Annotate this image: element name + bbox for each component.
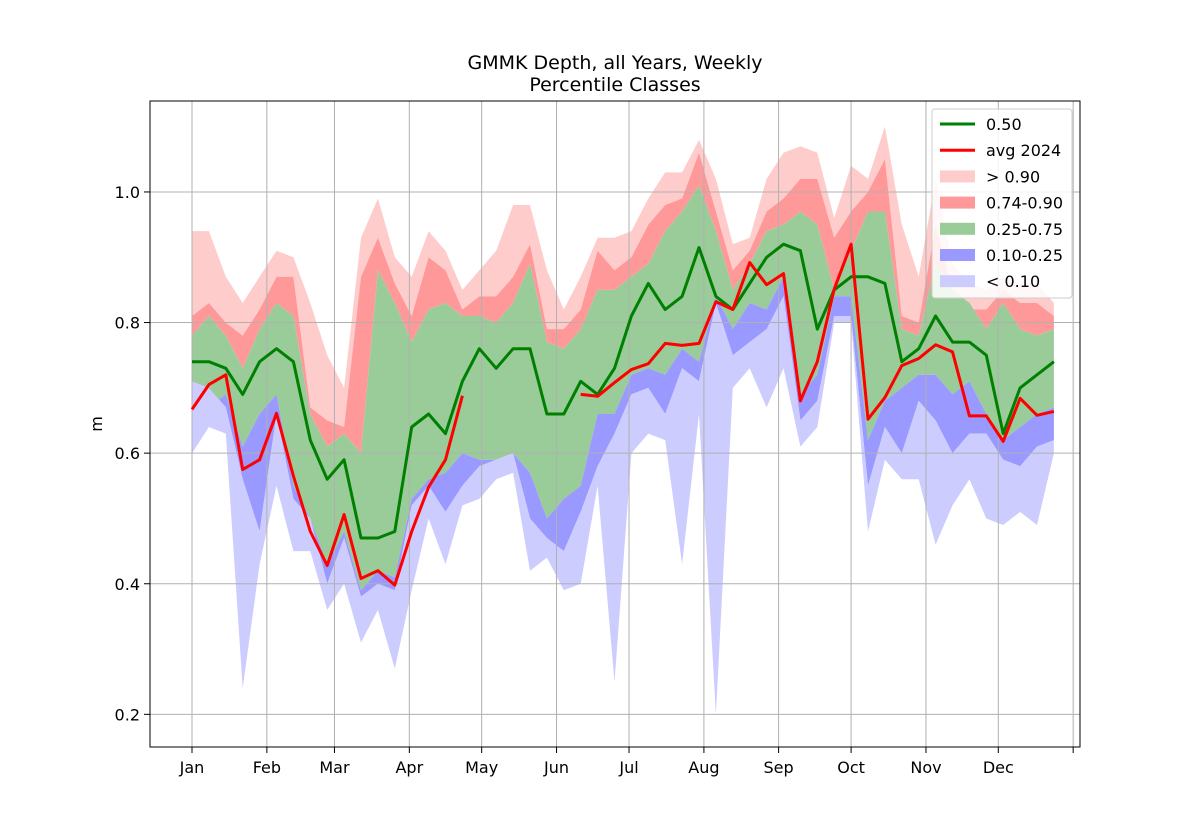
y-axis-label: m <box>87 416 106 432</box>
gridlines <box>150 101 1080 747</box>
y-tick-label: 1.0 <box>115 183 140 202</box>
x-axis: Jan Feb Mar Apr May Jun Jul Aug Sep Oct Nov Dec <box>179 747 1074 777</box>
y-tick-label: 0.6 <box>115 444 140 463</box>
chart-title-line1: GMMK Depth, all Years, Weekly <box>468 52 763 74</box>
x-tick-label: Sep <box>764 758 794 777</box>
band-74-90 <box>192 152 1054 454</box>
x-tick-label: Jul <box>618 758 638 777</box>
x-tick-label: Mar <box>319 758 350 777</box>
legend-74-90-swatch <box>940 196 975 209</box>
legend-avg-2024-label: avg 2024 <box>986 141 1061 160</box>
legend: 0.50 avg 2024 > 0.90 0.74-0.90 0.25-0.75 0.10… <box>931 108 1073 299</box>
median-line <box>192 242 1055 540</box>
x-tick-label: Jun <box>543 758 569 777</box>
legend-above-90-swatch <box>940 170 975 183</box>
chart-title-line2: Percentile Classes <box>529 74 700 96</box>
x-tick-label: Jan <box>179 758 205 777</box>
y-tick-label: 0.4 <box>115 575 140 594</box>
legend-25-75-label: 0.25-0.75 <box>986 220 1063 239</box>
y-tick-label: 0.8 <box>115 314 140 333</box>
legend-10-25-label: 0.10-0.25 <box>986 246 1063 265</box>
y-tick-label: 0.2 <box>115 705 140 724</box>
legend-74-90-label: 0.74-0.90 <box>986 194 1063 213</box>
x-tick-label: Dec <box>983 758 1014 777</box>
legend-25-75-swatch <box>940 222 975 235</box>
plot-frame <box>149 100 1081 748</box>
x-tick-label: Oct <box>837 758 865 777</box>
legend-below-10-label: < 0.10 <box>986 272 1040 291</box>
x-tick-label: Apr <box>395 758 423 777</box>
legend-10-25-swatch <box>940 249 975 261</box>
x-tick-label: May <box>465 758 498 777</box>
x-tick-label: Feb <box>253 758 281 777</box>
legend-median-label: 0.50 <box>986 115 1022 134</box>
x-tick-label: Aug <box>688 758 719 777</box>
x-tick-label: Nov <box>910 758 941 777</box>
legend-above-90-label: > 0.90 <box>986 167 1040 186</box>
series-lines <box>190 242 1055 587</box>
legend-below-10-swatch <box>940 275 975 288</box>
y-axis: 0.2 0.4 0.6 0.8 1.0 <box>115 183 150 724</box>
band-10-25 <box>192 276 1054 597</box>
band-below-10 <box>192 296 1054 715</box>
avg-2024-line <box>190 242 1055 587</box>
